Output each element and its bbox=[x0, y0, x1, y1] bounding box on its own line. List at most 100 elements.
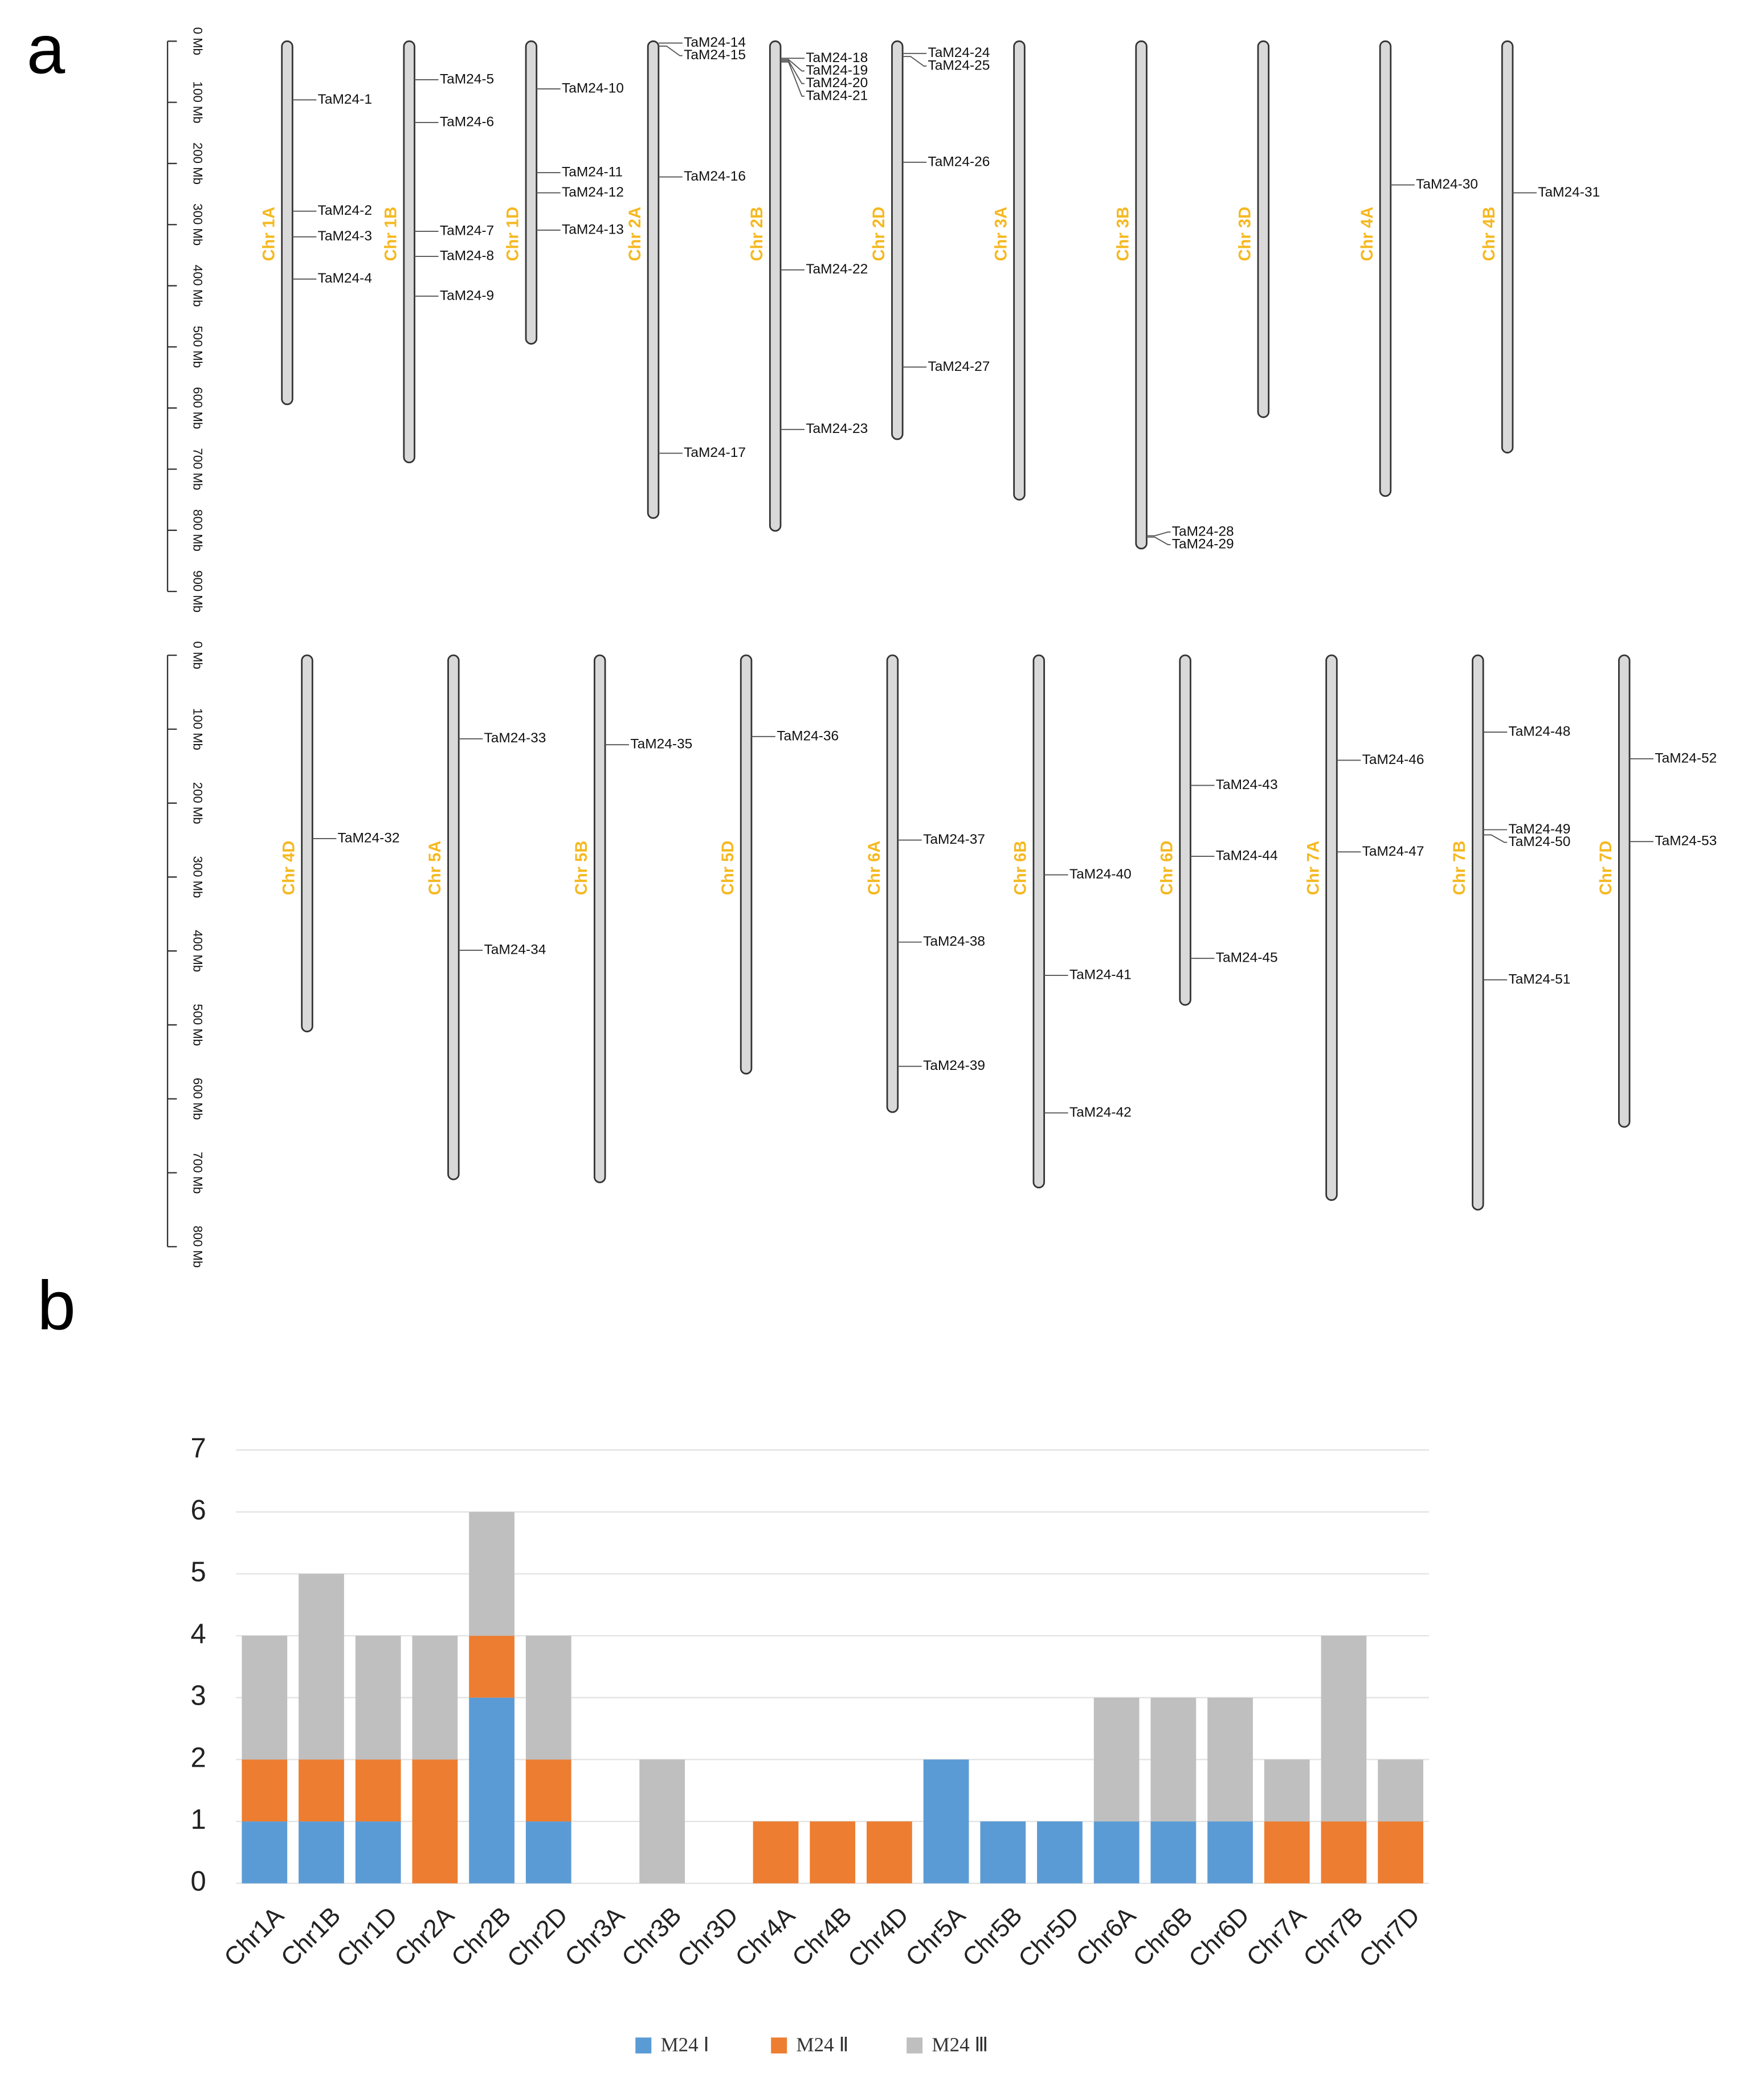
x-tick-label: Chr3A bbox=[560, 1901, 630, 1972]
bar-segment bbox=[1321, 1821, 1367, 1883]
gene-label: TaM24-30 bbox=[1416, 177, 1478, 192]
bar-segment bbox=[1093, 1697, 1140, 1822]
bar-segment bbox=[1207, 1697, 1253, 1822]
chromosome bbox=[447, 654, 460, 1180]
gene-label: TaM24-5 bbox=[440, 71, 494, 87]
bar-segment bbox=[412, 1759, 458, 1883]
gene-label: TaM24-35 bbox=[630, 737, 692, 752]
gene-label: TaM24-38 bbox=[923, 934, 985, 949]
y-tick-label: 2 bbox=[190, 1742, 206, 1773]
bar-segment bbox=[810, 1821, 856, 1883]
bar-segment bbox=[469, 1511, 514, 1636]
bar-segment bbox=[1207, 1821, 1253, 1883]
chromosome bbox=[403, 40, 415, 464]
y-tick-label: 4 bbox=[190, 1619, 206, 1649]
scale-tick-label: 200 Mb bbox=[191, 142, 205, 185]
legend-swatch bbox=[906, 2037, 923, 2054]
chromosome-label: Chr 6D bbox=[1158, 841, 1177, 896]
gene-label: TaM24-39 bbox=[923, 1058, 985, 1073]
bar-segment bbox=[242, 1821, 288, 1883]
gene-label: TaM24-44 bbox=[1216, 848, 1278, 864]
y-tick-label: 3 bbox=[190, 1681, 206, 1711]
gene-label: TaM24-50 bbox=[1509, 834, 1571, 849]
gene-marker bbox=[658, 45, 683, 56]
gene-marker bbox=[780, 59, 805, 72]
legend-label: M24 Ⅰ bbox=[661, 2034, 709, 2056]
gene-label: TaM24-26 bbox=[928, 154, 990, 169]
y-tick-label: 6 bbox=[190, 1495, 206, 1526]
gene-label: TaM24-16 bbox=[684, 169, 746, 184]
gene-marker bbox=[780, 60, 805, 84]
x-tick-label: Chr7A bbox=[1242, 1901, 1312, 1972]
gene-marker bbox=[1146, 531, 1171, 537]
bar-segment bbox=[639, 1759, 685, 1883]
chromosome bbox=[740, 654, 753, 1075]
bar-segment bbox=[525, 1821, 571, 1883]
bar-segment bbox=[867, 1821, 912, 1883]
x-tick-label: Chr1D bbox=[332, 1902, 403, 1973]
chromosome-label: Chr 2D bbox=[870, 207, 888, 262]
scale-tick-label: 300 Mb bbox=[191, 856, 205, 898]
bar-segment bbox=[1321, 1636, 1367, 1822]
chromosome bbox=[769, 40, 782, 532]
x-tick-label: Chr6A bbox=[1071, 1901, 1142, 1972]
gene-label: TaM24-24 bbox=[928, 45, 990, 60]
scale-tick-label: 800 Mb bbox=[191, 1225, 205, 1268]
chromosome bbox=[1032, 654, 1046, 1188]
gene-label: TaM24-25 bbox=[928, 58, 990, 73]
x-tick-label: Chr5A bbox=[900, 1901, 971, 1972]
x-tick-label: Chr5B bbox=[957, 1902, 1027, 1972]
gene-label: TaM24-17 bbox=[684, 445, 746, 460]
scale-tick-label: 200 Mb bbox=[191, 782, 205, 824]
scale-tick-label: 600 Mb bbox=[191, 1078, 205, 1120]
gene-label: TaM24-29 bbox=[1172, 536, 1234, 551]
gene-label: TaM24-45 bbox=[1216, 950, 1278, 966]
gene-label: TaM24-28 bbox=[1172, 524, 1234, 539]
legend-swatch bbox=[635, 2037, 652, 2054]
chromosome bbox=[1179, 654, 1191, 1006]
chromosome bbox=[891, 40, 904, 440]
chromosome bbox=[647, 40, 660, 519]
y-tick-label: 0 bbox=[190, 1866, 206, 1897]
bar-segment bbox=[469, 1636, 514, 1698]
gene-label: TaM24-33 bbox=[484, 730, 546, 746]
gene-label: TaM24-32 bbox=[338, 830, 400, 845]
chromosome bbox=[1257, 40, 1270, 418]
gene-label: TaM24-41 bbox=[1069, 967, 1132, 982]
gene-label: TaM24-19 bbox=[806, 63, 868, 78]
gene-label: TaM24-11 bbox=[562, 165, 623, 180]
x-tick-label: Chr1B bbox=[276, 1902, 346, 1972]
x-tick-label: Chr1A bbox=[219, 1901, 289, 1972]
bar-segment bbox=[1264, 1821, 1310, 1883]
x-tick-label: Chr3B bbox=[616, 1902, 687, 1972]
chromosome bbox=[301, 654, 313, 1033]
gene-label: TaM24-3 bbox=[318, 228, 372, 244]
scale-tick-label: 400 Mb bbox=[191, 265, 205, 307]
gene-label: TaM24-22 bbox=[806, 262, 868, 277]
gene-label: TaM24-15 bbox=[684, 47, 746, 63]
gene-label: TaM24-46 bbox=[1362, 752, 1424, 767]
gene-label: TaM24-40 bbox=[1069, 867, 1132, 882]
scale-tick-label: 100 Mb bbox=[191, 708, 205, 750]
panel-label: a bbox=[27, 10, 66, 88]
gene-label: TaM24-4 bbox=[318, 271, 372, 286]
chromosome bbox=[525, 40, 538, 345]
bar-segment bbox=[242, 1759, 288, 1822]
chromosome bbox=[593, 654, 606, 1183]
scale-tick-label: 700 Mb bbox=[191, 448, 205, 491]
scale-tick-label: 0 Mb bbox=[191, 641, 205, 669]
x-tick-label: Chr4A bbox=[730, 1901, 801, 1972]
x-tick-label: Chr6B bbox=[1128, 1902, 1198, 1972]
gene-label: TaM24-52 bbox=[1655, 750, 1717, 766]
bar-segment bbox=[355, 1636, 401, 1760]
gene-label: TaM24-31 bbox=[1538, 185, 1600, 200]
chromosome bbox=[886, 654, 899, 1113]
gene-marker bbox=[903, 56, 927, 67]
bar-segment bbox=[923, 1759, 969, 1883]
chromosome-label: Chr 5A bbox=[426, 841, 444, 896]
bar-segment bbox=[299, 1574, 344, 1760]
chromosome-label: Chr 5D bbox=[719, 841, 737, 896]
gene-marker bbox=[780, 61, 805, 97]
gene-label: TaM24-21 bbox=[806, 88, 868, 103]
x-tick-label: Chr7B bbox=[1298, 1902, 1368, 1972]
